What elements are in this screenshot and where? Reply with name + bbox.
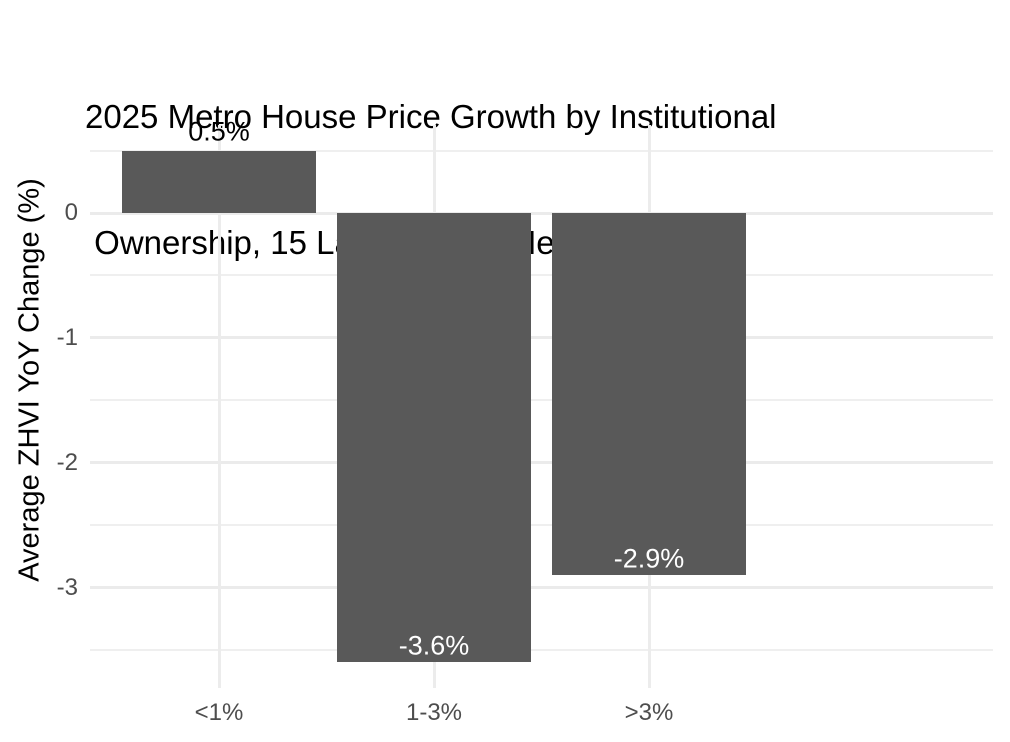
y-axis-title: Average ZHVI YoY Change (%)	[13, 178, 46, 582]
bar-value-label: -2.9%	[613, 543, 685, 574]
y-tick-label: 0	[64, 199, 78, 226]
bar	[337, 213, 531, 663]
gridline-horizontal-major	[90, 211, 993, 215]
gridline-horizontal-major	[90, 336, 993, 340]
x-tick-label: <1%	[194, 699, 244, 726]
x-tick-label: >3%	[624, 699, 674, 726]
y-tick-label: -3	[56, 573, 78, 601]
gridline-horizontal-minor	[90, 524, 993, 527]
gridline-horizontal-minor	[90, 399, 993, 402]
y-tick-label: -2	[56, 448, 78, 476]
gridline-horizontal-major	[90, 586, 993, 589]
gridline-horizontal-minor	[90, 274, 993, 277]
chart-title-line1: 2025 Metro House Price Growth by Institu…	[85, 98, 777, 135]
bar-value-label: -3.6%	[398, 630, 470, 661]
bar-value-label: 0.5%	[188, 116, 250, 147]
gridline-horizontal-minor	[90, 149, 993, 152]
gridline-horizontal-major	[90, 461, 993, 465]
gridline-horizontal-minor	[90, 648, 993, 651]
gridline-vertical-major	[217, 125, 221, 688]
y-tick-label: -1	[56, 323, 78, 351]
plot-panel: 0.5% -3.6% -2.9%	[90, 116, 993, 688]
bar	[552, 213, 746, 576]
bar	[122, 150, 316, 213]
x-tick-label: 1-3%	[405, 699, 463, 726]
